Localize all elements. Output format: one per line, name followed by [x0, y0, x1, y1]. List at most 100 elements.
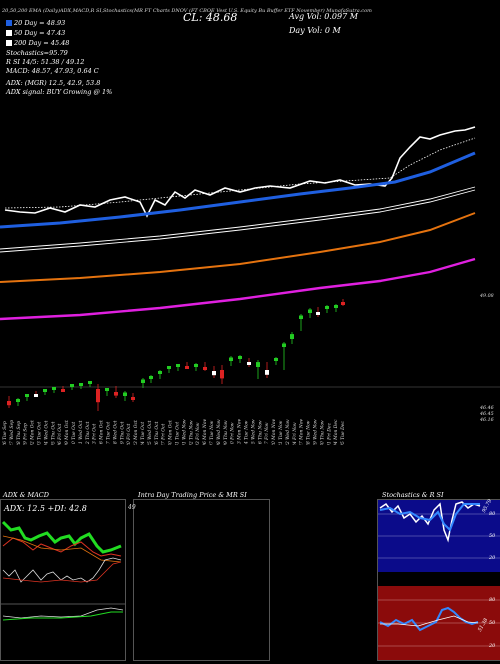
- ema20-label: 20 Day = 48.93: [14, 19, 66, 27]
- adx-red-line: [2, 537, 122, 557]
- candle: [194, 363, 198, 371]
- date-label: 17 Tue Oct: [106, 422, 112, 445]
- macd-histogram-line: [2, 607, 124, 619]
- date-label: 07 Tue Nov: [209, 420, 215, 445]
- date-label: 26 Tue Sep: [2, 421, 8, 445]
- candle: [70, 384, 74, 390]
- date-label: 20 Fri Oct: [126, 423, 132, 445]
- candle-body: [256, 362, 260, 367]
- candle: [96, 384, 100, 411]
- candle: [52, 387, 56, 393]
- candle: [229, 356, 233, 366]
- candle-body: [176, 364, 180, 367]
- date-label: 10 Tue Oct: [71, 422, 77, 445]
- candle-body: [194, 364, 198, 367]
- candle-body: [96, 389, 100, 403]
- date-label: 29 Fri Sep: [23, 423, 29, 445]
- ema20-dotted-line: [4, 137, 476, 209]
- price-tick-label: 46.45: [479, 411, 494, 417]
- candle-body: [316, 312, 320, 315]
- candle: [325, 305, 329, 313]
- intraday-panel-title: Intra Day Trading Price & MR SI: [138, 491, 247, 499]
- candle-body: [282, 343, 286, 347]
- candle-body: [70, 384, 74, 387]
- ema20-line: [0, 151, 476, 229]
- date-label: 29 Wed Nov: [313, 419, 319, 445]
- candle-body: [308, 309, 312, 313]
- date-label: 02 Thu Nov: [188, 420, 194, 445]
- date-label: 31 Tue Oct: [175, 422, 181, 445]
- date-label: 03 Tue Oct: [37, 422, 43, 445]
- price-tick-label: 49.08: [479, 293, 494, 299]
- date-label: 06 Mon Nov: [202, 419, 208, 445]
- candle: [131, 393, 135, 402]
- candle: [220, 365, 224, 384]
- candle-body: [105, 388, 109, 391]
- adx-signal: ADX signal: BUY Growing @ 1%: [6, 88, 113, 96]
- adx-macd-svg: [1, 500, 125, 621]
- rsi-signal-line: [380, 615, 479, 627]
- rsi-value: R SI 14/5: 51.38 / 49.12: [6, 58, 85, 66]
- day-volume-label: Day Vol: 0 M: [289, 26, 341, 35]
- date-label: 04 Mon Dec: [333, 419, 339, 445]
- candle-body: [247, 362, 251, 365]
- candle-body: [52, 387, 56, 390]
- price-tick-label: 46.46: [479, 405, 494, 411]
- date-label: 01 Wed Nov: [181, 419, 187, 445]
- date-label: 05 Thu Oct: [50, 421, 56, 445]
- date-label: 17 Fri Nov: [264, 422, 270, 445]
- date-axis: 26 Tue Sep 27 Wed Sep 28 Thu Sep 29 Fri Sep…: [2, 419, 346, 445]
- candle: [316, 307, 320, 317]
- candle: [238, 355, 242, 363]
- candle: [141, 378, 145, 388]
- stoch-tick-50: 50: [489, 533, 496, 539]
- date-label: 30 Thu Nov: [319, 420, 325, 445]
- stochastics-panel-title: Stochastics & R SI: [382, 491, 444, 499]
- macd-value: MACD: 48.57, 47.93, 0.64 C: [6, 67, 99, 75]
- candle-body: [25, 394, 29, 397]
- candle: [256, 360, 260, 379]
- candle-body: [220, 370, 224, 379]
- candle-body: [334, 305, 338, 308]
- candle: [88, 381, 92, 387]
- candle-body: [141, 379, 145, 383]
- header-info-line: 20,50,200 EMA (Daily)ADX,MACD,R SI,Stoch…: [2, 8, 372, 14]
- stochastics-k-line: [379, 501, 481, 543]
- candle: [167, 366, 171, 373]
- candle-body: [299, 315, 303, 319]
- date-label: 21 Tue Nov: [278, 420, 284, 445]
- date-label: 10 Fri Nov: [230, 422, 236, 445]
- candle: [334, 304, 338, 312]
- date-label: 08 Wed Nov: [216, 419, 222, 445]
- candle: [61, 386, 65, 392]
- indicator-lines: [0, 126, 476, 321]
- intraday-price-label: 49: [128, 504, 136, 511]
- adx-value: ADX: (MGR) 12.5, 42.9, 53.8: [6, 79, 101, 87]
- date-label: 12 Thu Oct: [85, 421, 91, 445]
- adx-orange-line: [2, 535, 122, 563]
- date-label: 02 Mon Oct: [30, 420, 36, 445]
- macd-signal-line: [2, 611, 123, 621]
- date-label: 11 Wed Oct: [78, 420, 84, 445]
- adx-green-line: [1, 520, 122, 554]
- candle: [265, 362, 269, 378]
- candle: [308, 308, 312, 318]
- candle: [79, 383, 83, 389]
- stoch-tick-20: 20: [489, 555, 496, 561]
- candle: [16, 398, 20, 406]
- candle: [282, 342, 286, 370]
- average-volume-label: Avg Vol: 0.097 M: [289, 12, 358, 21]
- date-label: 28 Thu Sep: [16, 421, 22, 445]
- candle-body: [203, 367, 207, 370]
- date-label: 18 Wed Oct: [112, 420, 118, 445]
- stochastics-value: Stochastics=95.79: [6, 49, 68, 57]
- orange-ema-line: [0, 212, 476, 283]
- candle: [114, 386, 118, 398]
- rsi-line: [379, 606, 479, 632]
- candlesticks: [7, 299, 345, 411]
- legend-ema50: 50 Day = 47.43: [6, 29, 65, 37]
- date-label: 24 Tue Oct: [140, 422, 146, 445]
- candle-body: [341, 302, 345, 305]
- candle-body: [238, 356, 242, 359]
